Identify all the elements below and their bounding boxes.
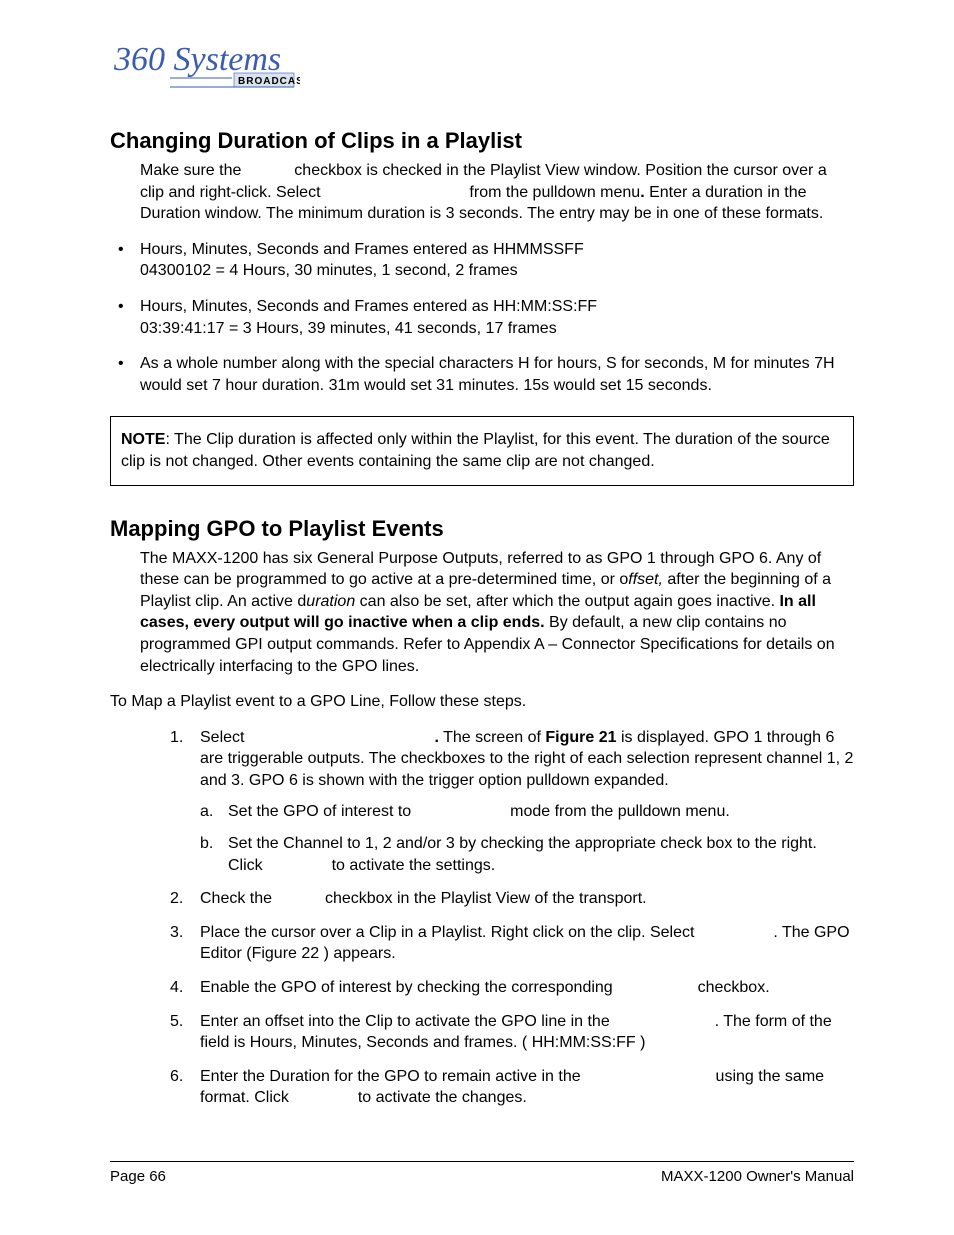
substeps: Set the GPO of interest to mode from the…: [200, 801, 854, 876]
section2-p1: The MAXX-1200 has six General Purpose Ou…: [140, 548, 854, 678]
page-footer: Page 66 MAXX-1200 Owner's Manual: [110, 1161, 854, 1185]
text: Hours, Minutes, Seconds and Frames enter…: [140, 241, 584, 280]
note-text: NOTE: The Clip duration is affected only…: [121, 429, 843, 472]
text: Check the: [200, 890, 272, 907]
section1-title: Changing Duration of Clips in a Playlist: [110, 128, 854, 154]
text: from the pulldown menu: [469, 184, 640, 201]
text: Hours, Minutes, Seconds and Frames enter…: [140, 298, 597, 337]
note-box: NOTE: The Clip duration is affected only…: [110, 416, 854, 485]
text: Place the cursor over a Clip in a Playli…: [200, 924, 694, 941]
list-item: Hours, Minutes, Seconds and Frames enter…: [110, 296, 854, 339]
section2-lead: To Map a Playlist event to a GPO Line, F…: [110, 691, 854, 713]
text: Enter the Duration for the GPO to remain…: [200, 1068, 581, 1085]
step-1a: Set the GPO of interest to mode from the…: [200, 801, 854, 823]
note-label: NOTE: [121, 431, 165, 448]
step-3: Place the cursor over a Clip in a Playli…: [170, 922, 854, 965]
logo-svg: 360 Systems BROADCAST: [110, 40, 300, 98]
list-item: Hours, Minutes, Seconds and Frames enter…: [110, 239, 854, 282]
step-4: Enable the GPO of interest by checking t…: [170, 977, 854, 999]
text: Make sure the: [140, 162, 241, 179]
text: to activate the settings.: [332, 857, 496, 874]
text: mode from the pulldown menu.: [510, 803, 730, 820]
text: can also be set, after which the output …: [355, 593, 779, 610]
steps-list: Select. The screen of Figure 21 is displ…: [110, 727, 854, 1109]
page-number: Page 66: [110, 1168, 166, 1185]
figure-ref: Figure 21: [545, 729, 616, 746]
text: Enter an offset into the Clip to activat…: [200, 1013, 610, 1030]
text-italic: uration: [306, 593, 355, 610]
step-1b: Set the Channel to 1, 2 and/or 3 by chec…: [200, 833, 854, 876]
step-5: Enter an offset into the Clip to activat…: [170, 1011, 854, 1054]
text: Set the GPO of interest to: [228, 803, 411, 820]
text: checkbox in the Playlist View of the tra…: [325, 890, 647, 907]
text: As a whole number along with the special…: [140, 355, 835, 394]
text: The screen of: [439, 729, 545, 746]
text: Set the Channel to 1, 2 and/or 3 by chec…: [228, 835, 817, 874]
text: checkbox.: [698, 979, 770, 996]
page: 360 Systems BROADCAST Changing Duration …: [0, 0, 954, 1235]
section1-intro: Make sure the checkbox is checked in the…: [140, 160, 854, 225]
brand-logo: 360 Systems BROADCAST: [110, 40, 854, 98]
step-1: Select. The screen of Figure 21 is displ…: [170, 727, 854, 877]
step-2: Check the checkbox in the Playlist View …: [170, 888, 854, 910]
list-item: As a whole number along with the special…: [110, 353, 854, 396]
text-italic: ffset,: [628, 571, 663, 588]
text: Select: [200, 729, 244, 746]
text: to activate the changes.: [358, 1089, 527, 1106]
svg-text:360 Systems: 360 Systems: [113, 41, 281, 78]
text: : The Clip duration is affected only wit…: [121, 431, 830, 470]
step-6: Enter the Duration for the GPO to remain…: [170, 1066, 854, 1109]
section2-title: Mapping GPO to Playlist Events: [110, 516, 854, 542]
text: Enable the GPO of interest by checking t…: [200, 979, 613, 996]
svg-text:BROADCAST: BROADCAST: [238, 76, 300, 87]
format-list: Hours, Minutes, Seconds and Frames enter…: [110, 239, 854, 397]
manual-title: MAXX-1200 Owner's Manual: [661, 1168, 854, 1185]
